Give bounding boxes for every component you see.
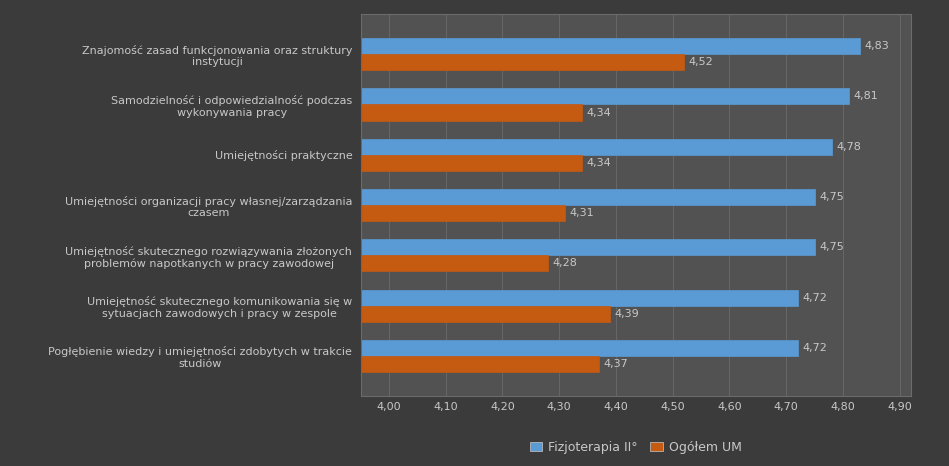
Bar: [361, 340, 797, 356]
Text: 4,83: 4,83: [865, 41, 889, 51]
Legend: Fizjoterapia II°, Ogółem UM: Fizjoterapia II°, Ogółem UM: [525, 436, 747, 459]
Text: 4,81: 4,81: [853, 91, 878, 102]
Bar: [361, 54, 684, 70]
Bar: [361, 356, 599, 372]
Bar: [361, 205, 565, 221]
Text: 4,28: 4,28: [552, 258, 577, 268]
Text: 4,39: 4,39: [615, 308, 640, 319]
Text: 4,72: 4,72: [802, 293, 827, 302]
Text: 4,75: 4,75: [819, 192, 844, 202]
Text: 4,75: 4,75: [819, 242, 844, 252]
Text: 4,78: 4,78: [836, 142, 861, 152]
Bar: [361, 38, 860, 54]
Text: 4,34: 4,34: [586, 108, 611, 117]
Bar: [361, 139, 831, 155]
Bar: [361, 255, 548, 271]
Bar: [361, 155, 582, 171]
Bar: [361, 89, 848, 104]
Bar: [361, 104, 582, 121]
Bar: [361, 306, 610, 322]
Bar: [361, 289, 797, 306]
Text: 4,34: 4,34: [586, 158, 611, 168]
Text: 4,72: 4,72: [802, 343, 827, 353]
Text: 4,52: 4,52: [689, 57, 714, 67]
Text: 4,31: 4,31: [569, 208, 594, 218]
Bar: [361, 239, 814, 255]
Bar: [361, 189, 814, 205]
Text: 4,37: 4,37: [604, 359, 628, 369]
